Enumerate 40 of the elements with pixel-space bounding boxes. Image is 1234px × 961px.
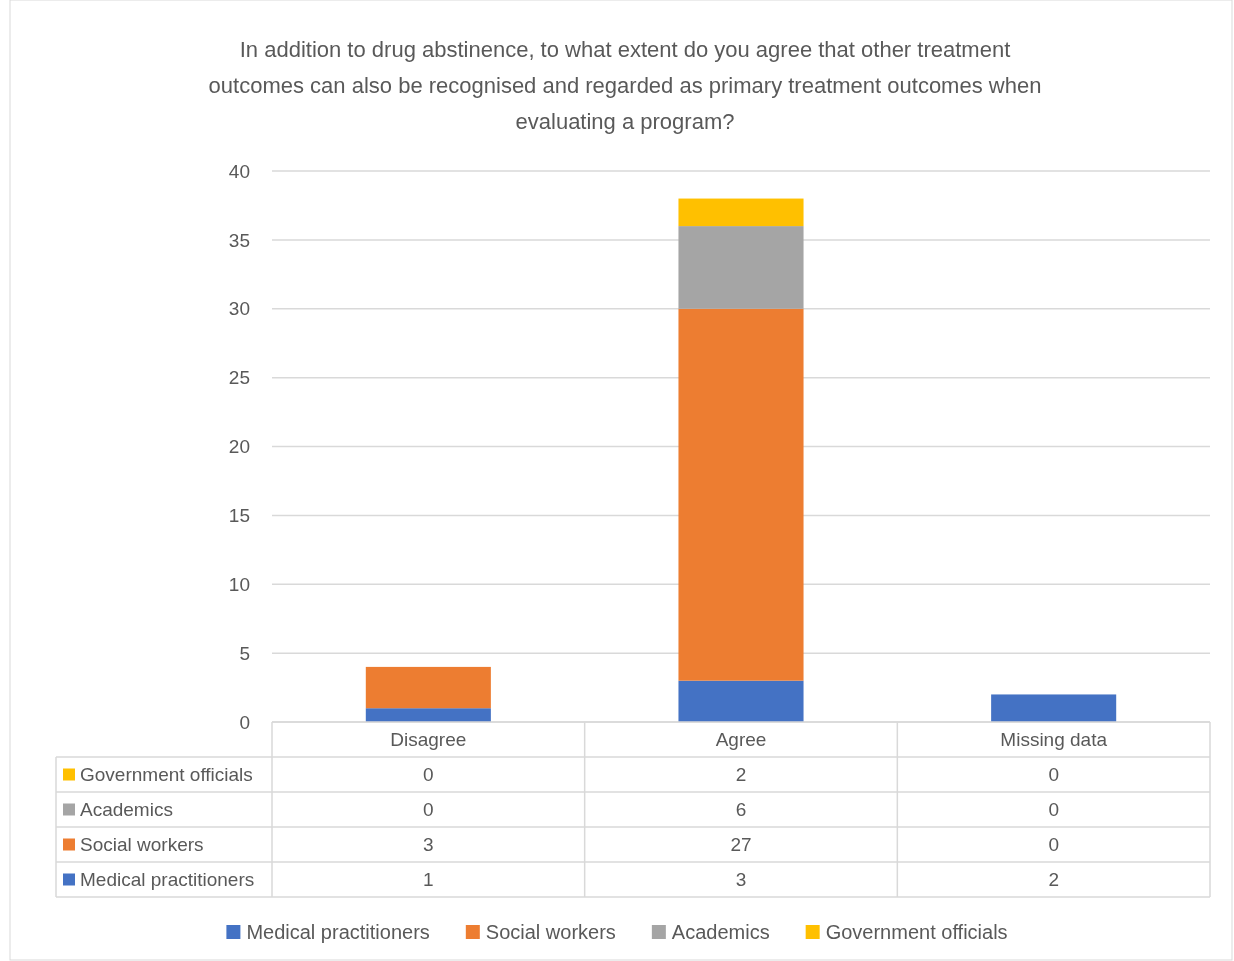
y-tick-label: 40 <box>228 160 250 182</box>
chart-title: In addition to drug abstinence, to what extent do you agree that other treatment outcomes can also be recognised and regarded as primary treatment outcomes when evaluating a program? <box>208 37 1042 134</box>
legend-label: Government officials <box>80 764 253 786</box>
data-label: 6 <box>735 799 747 821</box>
text: Social workers <box>485 921 616 943</box>
data-label: 3 <box>735 869 747 891</box>
y-tick-label: 35 <box>228 229 250 251</box>
data-label: 0 <box>1048 764 1059 786</box>
text: Medical practitioners <box>246 921 430 943</box>
y-tick-label: 20 <box>228 436 250 458</box>
text: Academics <box>80 799 173 821</box>
bar <box>365 666 491 709</box>
data-label: 1 <box>423 869 434 891</box>
y-tick-label: 25 <box>228 367 250 389</box>
data-label: 3 <box>423 834 434 856</box>
bar <box>991 694 1117 722</box>
text: Government officials <box>825 921 1008 943</box>
data-label: 0 <box>423 764 434 786</box>
y-tick-label: 15 <box>228 505 250 527</box>
data-label: 0 <box>1048 799 1059 821</box>
legend-label: Medical practitioners <box>80 869 255 891</box>
x-tick-label: Disagree <box>390 729 467 751</box>
data-label: 0 <box>1048 834 1059 856</box>
y-tick-label: 10 <box>228 573 250 595</box>
y-tick-label: 5 <box>239 642 250 664</box>
bar <box>365 708 491 722</box>
bar <box>678 308 804 681</box>
data-label: 27 <box>730 834 752 856</box>
data-label: 2 <box>735 764 747 786</box>
bar <box>678 680 804 722</box>
legend-label: Social workers <box>80 834 204 856</box>
legend-label: Academics <box>671 921 770 943</box>
x-tick-label: Agree <box>715 729 767 751</box>
bar <box>678 198 804 227</box>
y-tick-label: 0 <box>239 711 250 733</box>
y-tick-label: 30 <box>228 298 250 320</box>
data-label: 0 <box>423 799 434 821</box>
bar <box>678 226 804 309</box>
x-tick-label: Missing data <box>1000 729 1108 751</box>
data-label: 2 <box>1048 869 1059 891</box>
